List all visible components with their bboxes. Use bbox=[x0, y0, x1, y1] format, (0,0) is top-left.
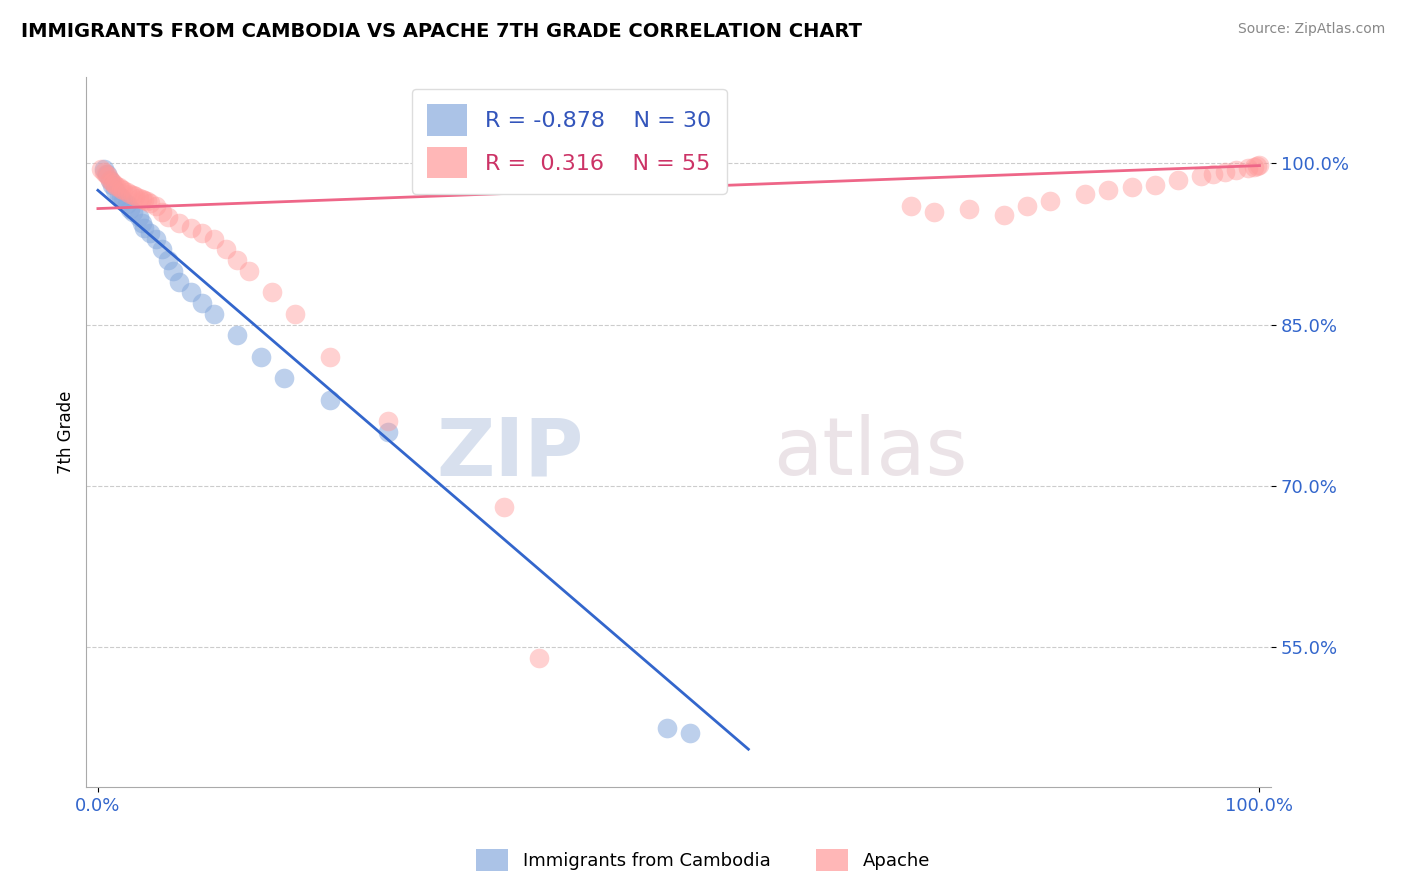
Point bbox=[128, 210, 150, 224]
Point bbox=[120, 202, 142, 216]
Point bbox=[1189, 169, 1212, 184]
Point bbox=[191, 296, 214, 310]
Point bbox=[145, 232, 167, 246]
Point bbox=[121, 204, 143, 219]
Legend: Immigrants from Cambodia, Apache: Immigrants from Cambodia, Apache bbox=[468, 842, 938, 879]
Point bbox=[128, 191, 150, 205]
Point bbox=[162, 264, 184, 278]
Point bbox=[139, 196, 162, 211]
Point bbox=[226, 253, 249, 268]
Text: Source: ZipAtlas.com: Source: ZipAtlas.com bbox=[1237, 22, 1385, 37]
Text: ZIP: ZIP bbox=[437, 415, 583, 492]
Point bbox=[108, 180, 131, 194]
Point bbox=[319, 350, 342, 364]
Point bbox=[1143, 178, 1166, 192]
Point bbox=[319, 392, 342, 407]
Point bbox=[93, 161, 115, 176]
Point bbox=[104, 183, 127, 197]
Point bbox=[108, 188, 131, 202]
Point bbox=[202, 307, 225, 321]
Point bbox=[135, 194, 157, 208]
Point bbox=[284, 307, 307, 321]
Point bbox=[180, 221, 202, 235]
Point bbox=[494, 500, 516, 515]
Point bbox=[377, 425, 399, 439]
Point bbox=[180, 285, 202, 300]
Point bbox=[139, 227, 162, 241]
Point bbox=[98, 172, 121, 186]
Point bbox=[1097, 183, 1119, 197]
Point bbox=[922, 204, 945, 219]
Point bbox=[112, 194, 135, 208]
Point bbox=[94, 167, 117, 181]
Point bbox=[273, 371, 295, 385]
Point bbox=[1225, 162, 1247, 177]
Point bbox=[131, 192, 153, 206]
Point bbox=[377, 414, 399, 428]
Point bbox=[655, 721, 678, 735]
Point bbox=[156, 253, 179, 268]
Point bbox=[110, 191, 132, 205]
Point bbox=[238, 264, 260, 278]
Point bbox=[1202, 167, 1225, 181]
Point bbox=[101, 175, 124, 189]
Point bbox=[145, 199, 167, 213]
Point bbox=[679, 726, 702, 740]
Point bbox=[93, 165, 115, 179]
Point bbox=[249, 350, 271, 364]
Point bbox=[97, 169, 120, 184]
Point bbox=[215, 243, 238, 257]
Point bbox=[156, 210, 179, 224]
Point bbox=[115, 186, 138, 200]
Point bbox=[120, 186, 142, 201]
Point bbox=[262, 285, 284, 300]
Point bbox=[167, 275, 190, 289]
Point bbox=[96, 167, 118, 181]
Point bbox=[103, 177, 125, 191]
Point bbox=[98, 172, 121, 186]
Point bbox=[150, 204, 173, 219]
Point bbox=[226, 328, 249, 343]
Text: IMMIGRANTS FROM CAMBODIA VS APACHE 7TH GRADE CORRELATION CHART: IMMIGRANTS FROM CAMBODIA VS APACHE 7TH G… bbox=[21, 22, 862, 41]
Point bbox=[1249, 157, 1271, 171]
Point bbox=[131, 215, 153, 229]
Point bbox=[105, 179, 128, 194]
Point bbox=[1167, 172, 1189, 186]
Point bbox=[1121, 180, 1143, 194]
Legend: R = -0.878    N = 30, R =  0.316    N = 55: R = -0.878 N = 30, R = 0.316 N = 55 bbox=[412, 88, 727, 194]
Point bbox=[124, 188, 146, 202]
Point bbox=[134, 193, 156, 207]
Point bbox=[529, 651, 551, 665]
Point bbox=[1213, 165, 1236, 179]
Point bbox=[1039, 194, 1062, 208]
Point bbox=[900, 199, 922, 213]
Point bbox=[1074, 186, 1097, 201]
Point bbox=[993, 208, 1015, 222]
Point bbox=[121, 187, 143, 202]
Point bbox=[957, 202, 980, 216]
Point bbox=[90, 161, 112, 176]
Text: atlas: atlas bbox=[773, 415, 967, 492]
Point bbox=[1017, 199, 1039, 213]
Point bbox=[167, 215, 190, 229]
Point bbox=[202, 232, 225, 246]
Point bbox=[191, 227, 214, 241]
Point bbox=[112, 183, 135, 197]
Point bbox=[115, 197, 138, 211]
Point bbox=[1246, 159, 1268, 173]
Point bbox=[150, 243, 173, 257]
Point bbox=[1237, 161, 1260, 175]
Point bbox=[1243, 160, 1265, 174]
Point bbox=[110, 182, 132, 196]
Y-axis label: 7th Grade: 7th Grade bbox=[58, 391, 75, 474]
Point bbox=[101, 178, 124, 192]
Point bbox=[134, 221, 156, 235]
